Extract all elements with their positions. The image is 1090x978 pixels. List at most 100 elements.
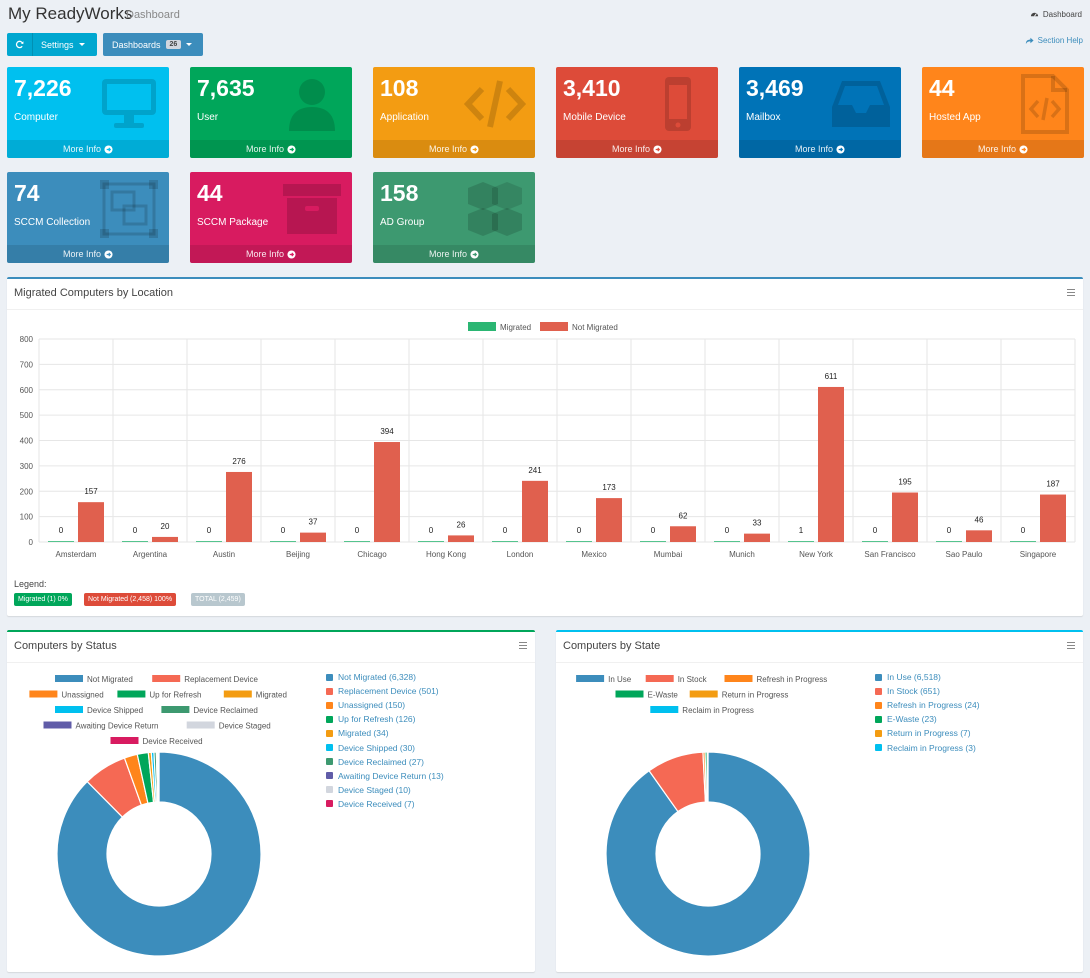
legend-label: In Use [608,675,632,684]
more-info-label: More Info [611,144,651,154]
more-info-link[interactable]: More Info [190,140,352,158]
bar-migrated-mexico [566,541,592,542]
more-info-link[interactable]: More Info [7,245,169,263]
more-info-label: More Info [794,144,834,154]
legend-swatch [724,675,753,682]
data-label: 394 [380,427,394,436]
legend-item-label: Unassigned (150) [338,700,406,711]
legend-item-device-shipped[interactable]: Device Shipped (30) [326,740,444,754]
bar-migrated-san-francisco [862,541,888,542]
more-info-link[interactable]: More Info [373,245,535,263]
tile-user: 7,635 User More Info [190,67,352,158]
legend-label: Legend: [14,579,47,589]
hamburger-menu-icon[interactable] [1067,289,1075,296]
legend-item-device-reclaimed[interactable]: Device Reclaimed (27) [326,755,444,769]
refresh-button[interactable] [7,33,33,56]
tile-value: 74 [14,180,40,206]
legend-item-label: Device Staged (10) [338,784,411,795]
x-tick-label: Mumbai [654,550,683,559]
legend-swatch [186,721,215,729]
data-label: 0 [651,526,656,535]
x-tick-label: Amsterdam [56,550,97,559]
tile-label: SCCM Package [197,217,269,228]
hamburger-menu-icon[interactable] [519,642,527,649]
legend-item-not-migrated[interactable]: Not Migrated (6,328) [326,670,444,684]
legend-item-e-waste[interactable]: E-Waste (23) [875,712,980,726]
more-info-label: More Info [62,249,102,259]
legend-item-up-for-refresh[interactable]: Up for Refresh (126) [326,712,444,726]
data-label: 1 [799,526,804,535]
legend-item-refresh-in-progress[interactable]: Refresh in Progress (24) [875,698,980,712]
legend-swatch [875,715,882,723]
legend-label: Device Staged [219,722,271,731]
state-side-legend: In Use (6,518) In Stock (651) Refresh in… [875,670,980,755]
tile-label: Computer [14,112,58,123]
tile-value: 44 [197,180,223,206]
tile-label: Mobile Device [563,112,626,123]
section-help-label: Section Help [1037,36,1083,45]
legend-item-device-received[interactable]: Device Received (7) [326,797,444,811]
divider [7,309,1083,310]
dashboards-count-badge: 26 [165,40,182,49]
legend-label: Refresh in Progress [757,675,828,684]
dashboards-label: Dashboards [112,39,161,50]
more-info-link[interactable]: More Info [190,245,352,263]
more-info-link[interactable]: More Info [739,140,901,158]
hamburger-menu-icon[interactable] [1067,642,1075,649]
status-donut-chart: Not Migrated Replacement Device Unassigned… [29,675,287,957]
more-info-link[interactable]: More Info [922,140,1084,158]
legend-swatch [55,706,83,713]
y-tick-label: 600 [20,386,34,395]
legend-swatch [43,721,72,729]
legend-item-in-use[interactable]: In Use (6,518) [875,670,980,684]
legend-item-label: Replacement Device (501) [338,686,439,697]
more-info-link[interactable]: More Info [556,140,718,158]
legend-item-device-staged[interactable]: Device Staged (10) [326,783,444,797]
legend-item-reclaim-in-progress[interactable]: Reclaim in Progress (3) [875,740,980,754]
breadcrumb[interactable]: Dashboard [1030,10,1082,19]
bar-migrated-mumbai [640,541,666,542]
legend-item-in-stock[interactable]: In Stock (651) [875,684,980,698]
dashboards-button[interactable]: Dashboards 26 [103,33,203,56]
legend-item-label: Device Received (7) [338,798,415,809]
legend-swatch [326,673,333,681]
more-info-link[interactable]: More Info [7,140,169,158]
legend-item-migrated[interactable]: Migrated (34) [326,726,444,740]
data-label: 0 [133,526,138,535]
legend-item-unassigned[interactable]: Unassigned (150) [326,698,444,712]
legend-item-return-in-progress[interactable]: Return in Progress (7) [875,726,980,740]
legend-label: Awaiting Device Return [76,722,159,731]
not-migrated-total-badge: Not Migrated (2,458) 100% [84,593,177,606]
more-info-label: More Info [245,249,285,259]
y-tick-label: 200 [20,487,34,496]
breadcrumb-label: Dashboard [1042,10,1082,19]
bar-migrated-austin [196,541,222,542]
legend-swatch [326,701,333,709]
share-icon [1025,37,1034,45]
legend-item-replacement-device[interactable]: Replacement Device (501) [326,684,444,698]
legend-label: Migrated [500,323,531,332]
tile-label: SCCM Collection [14,217,91,228]
legend-item-label: Migrated (34) [338,728,389,739]
data-label: 195 [898,478,912,487]
legend-item-awaiting-device-return[interactable]: Awaiting Device Return (13) [326,769,444,783]
cubes-icon [468,182,522,236]
legend-label: Not Migrated [572,323,618,332]
legend-swatch [689,690,718,698]
data-label: 0 [281,526,286,535]
mobile-icon [665,77,691,131]
tile-label: AD Group [380,217,425,228]
legend-item-label: Refresh in Progress (24) [887,700,980,711]
tile-value: 7,226 [14,75,72,101]
migrated-total-badge: Migrated (1) 0% [14,593,72,606]
more-info-link[interactable]: More Info [373,140,535,158]
data-label: 0 [355,526,360,535]
data-label: 241 [528,466,542,475]
section-help-link[interactable]: Section Help [1025,36,1083,45]
legend-item-label: Device Reclaimed (27) [338,756,424,767]
arrow-circle-right-icon [287,249,296,259]
legend-label: Migrated [256,691,287,700]
data-label: 0 [429,526,434,535]
box-title: Computers by State [563,640,661,652]
settings-button[interactable]: Settings [7,33,97,56]
